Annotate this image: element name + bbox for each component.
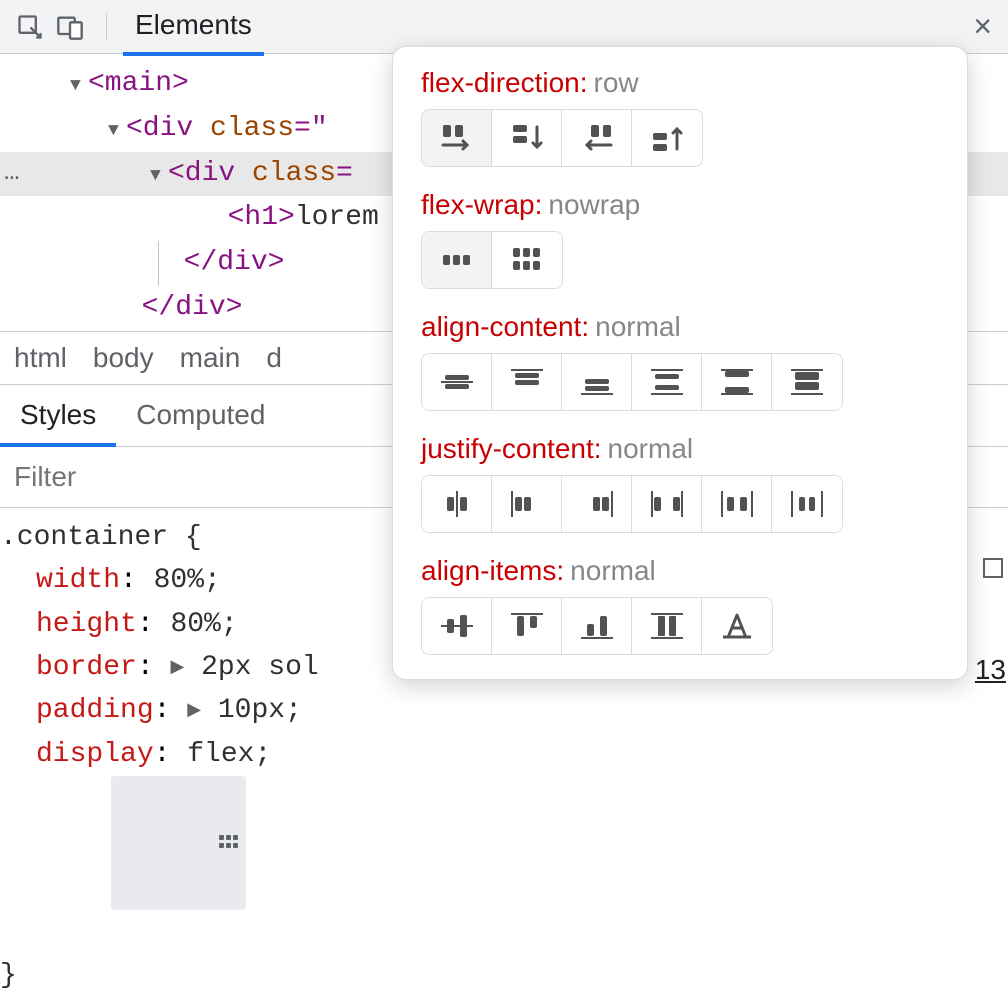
flex-direction-row-icon[interactable] [422, 110, 492, 166]
toolbar-separator [106, 13, 107, 41]
rule-close-brace: } [0, 960, 17, 991]
align-items-start-icon[interactable] [492, 598, 562, 654]
expand-triangle-icon[interactable]: ▶ [187, 701, 201, 721]
align-items-stretch-icon[interactable] [632, 598, 702, 654]
popover-prop-flex-direction: flex-direction [421, 67, 580, 98]
rule-selector[interactable]: .container { [0, 522, 202, 553]
decl-display[interactable]: display: flex; [0, 733, 1008, 954]
justify-content-space-around-icon[interactable] [702, 476, 772, 532]
popover-prop-flex-wrap: flex-wrap [421, 189, 535, 220]
group-flex-direction: flex-direction:row [421, 67, 939, 167]
popover-prop-justify-content: justify-content [421, 433, 594, 464]
flex-direction-column-reverse-icon[interactable] [632, 110, 702, 166]
popover-val-justify-content: normal [608, 433, 694, 464]
device-toggle-icon[interactable] [50, 7, 90, 47]
flexbox-editor-popover: flex-direction:row flex-wrap:nowrap [392, 46, 968, 680]
justify-content-space-between-icon[interactable] [632, 476, 702, 532]
flex-direction-row-reverse-icon[interactable] [562, 110, 632, 166]
inspect-element-icon[interactable] [10, 7, 50, 47]
decl-padding[interactable]: padding: ▶ 10px; [0, 689, 1008, 732]
flex-direction-column-icon[interactable] [492, 110, 562, 166]
box-outline-icon[interactable] [982, 554, 1004, 586]
align-content-space-between-icon[interactable] [702, 354, 772, 410]
popover-val-align-items: normal [570, 555, 656, 586]
crumb-main[interactable]: main [180, 342, 241, 374]
popover-val-flex-wrap: nowrap [548, 189, 640, 220]
group-align-items: align-items:normal [421, 555, 939, 655]
tab-elements[interactable]: Elements [123, 0, 264, 56]
flex-editor-swatch-icon[interactable] [111, 776, 246, 910]
popover-prop-align-content: align-content [421, 311, 581, 342]
source-line-number[interactable]: 13 [975, 654, 1006, 686]
justify-content-end-icon[interactable] [562, 476, 632, 532]
align-content-stretch-icon[interactable] [772, 354, 842, 410]
tab-computed[interactable]: Computed [116, 385, 285, 446]
align-content-space-around-icon[interactable] [632, 354, 702, 410]
popover-prop-align-items: align-items [421, 555, 556, 586]
group-justify-content: justify-content:normal [421, 433, 939, 533]
expand-triangle-icon[interactable]: ▶ [170, 658, 184, 678]
crumb-d[interactable]: d [266, 342, 282, 374]
flex-wrap-nowrap-icon[interactable] [422, 232, 492, 288]
align-content-start-icon[interactable] [492, 354, 562, 410]
justify-content-space-evenly-icon[interactable] [772, 476, 842, 532]
align-content-end-icon[interactable] [562, 354, 632, 410]
align-content-center-icon[interactable] [422, 354, 492, 410]
popover-val-align-content: normal [595, 311, 681, 342]
crumb-body[interactable]: body [93, 342, 154, 374]
flex-wrap-wrap-icon[interactable] [492, 232, 562, 288]
group-flex-wrap: flex-wrap:nowrap [421, 189, 939, 289]
crumb-html[interactable]: html [14, 342, 67, 374]
close-icon[interactable]: × [973, 8, 998, 45]
align-items-center-icon[interactable] [422, 598, 492, 654]
align-items-end-icon[interactable] [562, 598, 632, 654]
group-align-content: align-content:normal [421, 311, 939, 411]
tab-styles[interactable]: Styles [0, 385, 116, 447]
popover-val-flex-direction: row [594, 67, 639, 98]
justify-content-start-icon[interactable] [492, 476, 562, 532]
align-items-baseline-icon[interactable] [702, 598, 772, 654]
justify-content-center-icon[interactable] [422, 476, 492, 532]
